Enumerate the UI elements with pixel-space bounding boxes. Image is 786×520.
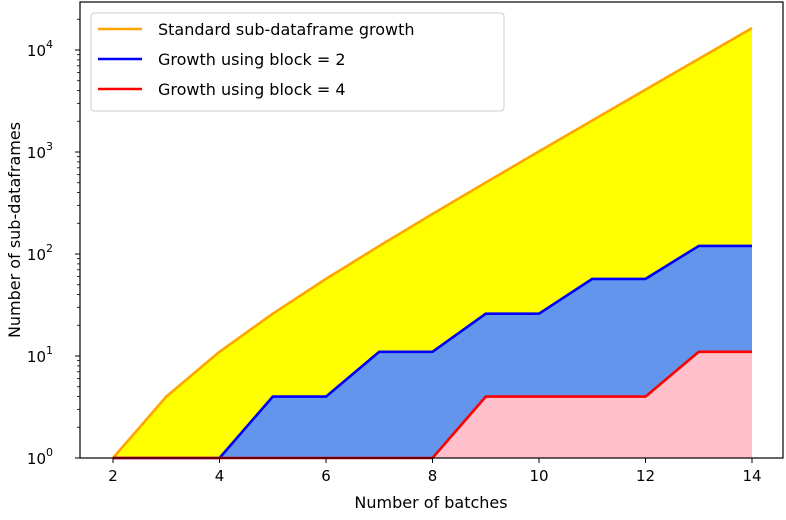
y-axis-label: Number of sub-dataframes — [5, 122, 24, 338]
x-tick-label: 14 — [742, 467, 761, 485]
x-tick-label: 4 — [215, 467, 225, 485]
x-tick-label: 12 — [636, 467, 655, 485]
legend-label: Growth using block = 2 — [158, 50, 346, 69]
y-tick-label: 101 — [27, 344, 53, 366]
x-tick-label: 2 — [108, 467, 118, 485]
legend: Standard sub-dataframe growth Growth usin… — [90, 12, 505, 112]
legend-label: Growth using block = 4 — [158, 80, 346, 99]
y-tick-label: 102 — [27, 242, 53, 264]
x-axis-label: Number of batches — [354, 493, 507, 512]
series-line-0 — [112, 27, 753, 459]
plot-frame — [79, 1, 784, 459]
y-tick-label: 100 — [27, 446, 53, 468]
x-tick-label: 6 — [321, 467, 331, 485]
x-tick-label: 8 — [428, 467, 438, 485]
y-tick-label: 103 — [27, 140, 53, 162]
legend-label: Standard sub-dataframe growth — [158, 20, 415, 39]
x-tick-label: 10 — [529, 467, 548, 485]
series-fill-2 — [113, 351, 752, 458]
y-tick-label: 104 — [27, 38, 53, 60]
